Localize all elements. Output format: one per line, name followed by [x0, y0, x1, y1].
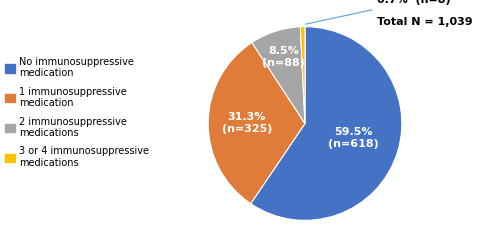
Wedge shape [208, 42, 305, 204]
Text: 59.5%
(n=618): 59.5% (n=618) [328, 127, 378, 149]
Wedge shape [252, 27, 305, 124]
Wedge shape [300, 27, 305, 124]
Text: 8.5%
(n=88): 8.5% (n=88) [262, 46, 305, 68]
Text: 31.3%
(n=325): 31.3% (n=325) [222, 112, 272, 134]
Text: 0.7%  (n=8): 0.7% (n=8) [376, 0, 450, 5]
Wedge shape [250, 27, 402, 220]
Legend: No immunosuppressive
medication, 1 immunosuppressive
medication, 2 immunosuppres: No immunosuppressive medication, 1 immun… [5, 57, 150, 168]
Text: Total N = 1,039: Total N = 1,039 [376, 17, 472, 27]
